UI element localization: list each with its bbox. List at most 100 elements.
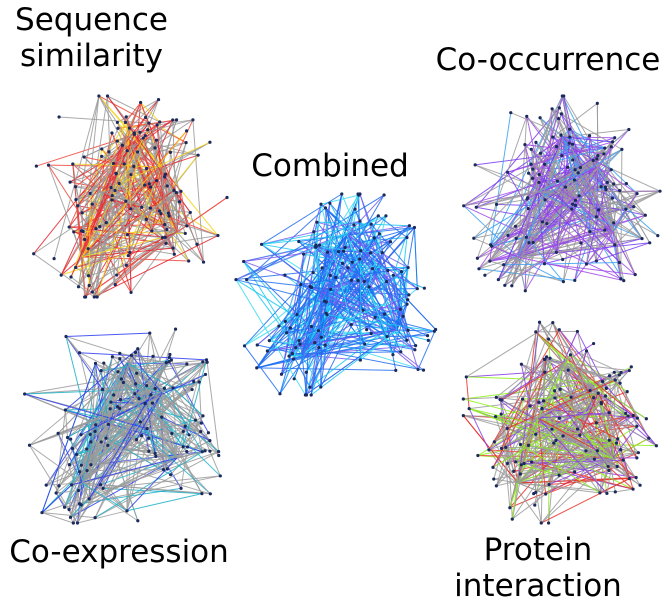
network-node	[154, 138, 159, 142]
combined-label: Combined	[251, 148, 409, 184]
network-edge	[60, 230, 82, 276]
network-edge	[301, 309, 364, 356]
network-node	[98, 224, 102, 229]
network-node	[594, 259, 598, 263]
network-node	[90, 202, 94, 206]
network-edge	[125, 116, 128, 138]
network-node	[618, 381, 622, 385]
network-node	[279, 372, 284, 376]
network-node	[106, 443, 110, 447]
network-node	[557, 328, 561, 332]
network-edge	[198, 381, 202, 424]
network-node	[426, 338, 430, 343]
network-edge	[95, 228, 116, 285]
network-node	[185, 362, 189, 366]
network-node	[267, 339, 271, 343]
network-edge	[81, 482, 128, 512]
network-edge	[130, 243, 167, 293]
network-node	[183, 231, 187, 236]
network-node	[138, 420, 143, 424]
network-node	[592, 341, 596, 346]
network-node	[88, 432, 92, 437]
network-node	[125, 149, 129, 153]
network-edge	[501, 398, 524, 449]
network-node	[509, 111, 513, 115]
network-edge	[65, 336, 120, 354]
network-node	[477, 267, 481, 271]
network-node	[613, 490, 617, 494]
network-node	[118, 351, 122, 355]
network-edge	[507, 427, 595, 460]
network-edge	[544, 358, 621, 384]
network-node	[625, 390, 629, 394]
network-edge	[256, 247, 346, 369]
network-edge	[310, 275, 331, 396]
network-node	[65, 435, 70, 440]
network-edge	[368, 268, 374, 287]
network-node	[349, 278, 353, 282]
network-node	[288, 326, 292, 330]
network-node	[164, 241, 168, 245]
network-node	[27, 443, 32, 447]
network-node	[543, 162, 547, 166]
network-edge	[125, 116, 153, 232]
network-edge	[527, 164, 546, 198]
network-node	[137, 396, 141, 401]
network-node	[123, 120, 128, 124]
network-edge	[511, 397, 595, 520]
network-edge	[510, 112, 570, 138]
network-node	[605, 491, 609, 496]
network-node	[217, 450, 221, 454]
network-node	[624, 182, 628, 186]
network-node	[520, 397, 525, 401]
network-edge	[537, 191, 606, 231]
network-node	[600, 379, 605, 384]
network-node	[635, 424, 639, 428]
network-node	[475, 256, 480, 260]
network-edge	[64, 475, 221, 508]
network-node	[124, 115, 128, 119]
network-edge	[192, 119, 205, 263]
network-node	[358, 219, 362, 223]
network-node	[34, 164, 38, 168]
network-node	[113, 188, 117, 193]
network-node	[144, 166, 149, 171]
network-node	[168, 473, 173, 477]
network-edge	[80, 444, 109, 466]
network-edge	[182, 359, 207, 448]
network-node	[124, 263, 128, 267]
network-node	[93, 361, 98, 365]
network-node	[513, 224, 518, 228]
network-node	[473, 163, 477, 167]
network-edge	[146, 385, 178, 459]
network-node	[143, 134, 147, 138]
network-edge	[530, 163, 646, 216]
network-node	[562, 94, 566, 98]
network-edge	[81, 137, 144, 258]
network-node	[125, 233, 129, 237]
network-edge	[492, 466, 519, 484]
network-node	[154, 454, 158, 458]
network-node	[557, 473, 561, 477]
network-node	[612, 221, 616, 225]
network-node	[341, 249, 346, 253]
network-node	[139, 100, 143, 105]
network-node	[406, 298, 410, 302]
network-node	[172, 188, 176, 192]
network-node	[603, 228, 607, 232]
network-edge	[517, 256, 526, 291]
network-edge	[75, 186, 83, 213]
network-node	[629, 365, 633, 369]
network-node	[73, 185, 78, 189]
network-node	[99, 440, 103, 444]
network-edge	[552, 322, 569, 371]
network-node	[242, 259, 246, 264]
network-node	[362, 279, 366, 283]
network-edge	[81, 237, 163, 258]
network-node	[627, 368, 631, 373]
network-node	[204, 358, 209, 362]
network-edge	[597, 392, 616, 492]
network-edge	[316, 222, 319, 331]
network-edge	[286, 234, 348, 334]
network-node	[100, 147, 104, 151]
